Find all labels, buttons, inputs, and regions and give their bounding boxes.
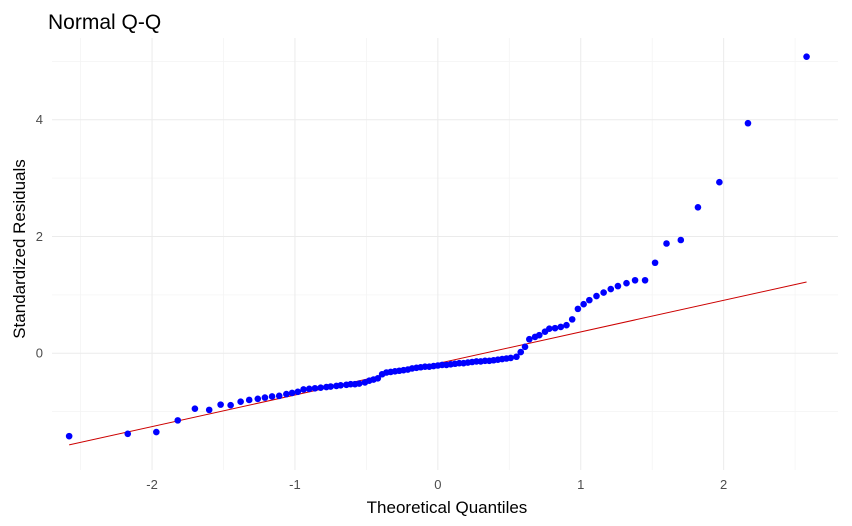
data-point	[191, 405, 199, 413]
y-tick-label: 0	[36, 346, 43, 361]
x-tick-label: -2	[146, 477, 158, 492]
y-axis-ticks: 0 2 4	[36, 112, 43, 361]
data-point	[300, 386, 307, 393]
data-point	[574, 305, 582, 313]
x-tick-label: 1	[577, 477, 584, 492]
data-point	[294, 388, 302, 396]
grid	[52, 38, 838, 470]
data-point	[174, 417, 182, 424]
data-point	[317, 384, 324, 391]
x-tick-label: -1	[289, 477, 301, 492]
data-point	[631, 276, 639, 284]
data-point	[124, 430, 132, 438]
x-axis-ticks: -2 -1 0 1 2	[146, 477, 727, 492]
data-point	[593, 292, 600, 300]
data-point	[275, 392, 283, 400]
data-point	[261, 394, 269, 401]
data-point	[355, 380, 363, 387]
data-point	[526, 335, 533, 343]
x-tick-label: 2	[720, 477, 727, 492]
data-point	[305, 385, 313, 393]
data-point	[677, 236, 685, 244]
data-point	[607, 285, 615, 293]
data-point	[517, 348, 525, 356]
data-point	[651, 259, 659, 267]
data-point	[614, 282, 622, 290]
data-point	[716, 178, 723, 186]
data-point	[568, 316, 576, 323]
data-point	[803, 53, 810, 60]
data-point	[546, 325, 553, 333]
y-tick-label: 2	[36, 229, 43, 244]
data-point	[227, 401, 234, 409]
data-point	[268, 393, 276, 400]
y-tick-label: 4	[36, 112, 43, 127]
data-point	[217, 401, 224, 408]
data-point	[337, 382, 344, 389]
data-point	[153, 428, 160, 436]
data-point	[521, 343, 529, 351]
data-point	[600, 289, 607, 296]
data-point	[641, 276, 649, 284]
data-point	[536, 331, 543, 339]
data-point	[557, 323, 565, 331]
x-axis-title: Theoretical Quantiles	[367, 498, 528, 517]
data-point	[374, 375, 382, 382]
data-point	[237, 398, 244, 405]
data-point	[254, 395, 262, 403]
data-point	[65, 432, 73, 440]
data-point	[580, 300, 587, 308]
data-point	[513, 353, 520, 361]
x-tick-label: 0	[434, 477, 441, 492]
data-point	[563, 321, 570, 329]
data-points	[65, 53, 810, 440]
data-point	[663, 240, 670, 247]
data-point	[288, 389, 296, 397]
data-point	[586, 296, 593, 304]
data-point	[744, 119, 752, 127]
data-point	[311, 384, 319, 392]
data-point	[507, 354, 515, 362]
data-point	[245, 396, 253, 404]
data-point	[283, 390, 290, 398]
data-point	[551, 324, 559, 332]
data-point	[327, 383, 334, 390]
data-point	[205, 406, 213, 414]
y-axis-title: Standardized Residuals	[10, 159, 29, 339]
data-point	[623, 279, 630, 287]
data-point	[694, 203, 702, 211]
chart-title: Normal Q-Q	[48, 11, 161, 34]
